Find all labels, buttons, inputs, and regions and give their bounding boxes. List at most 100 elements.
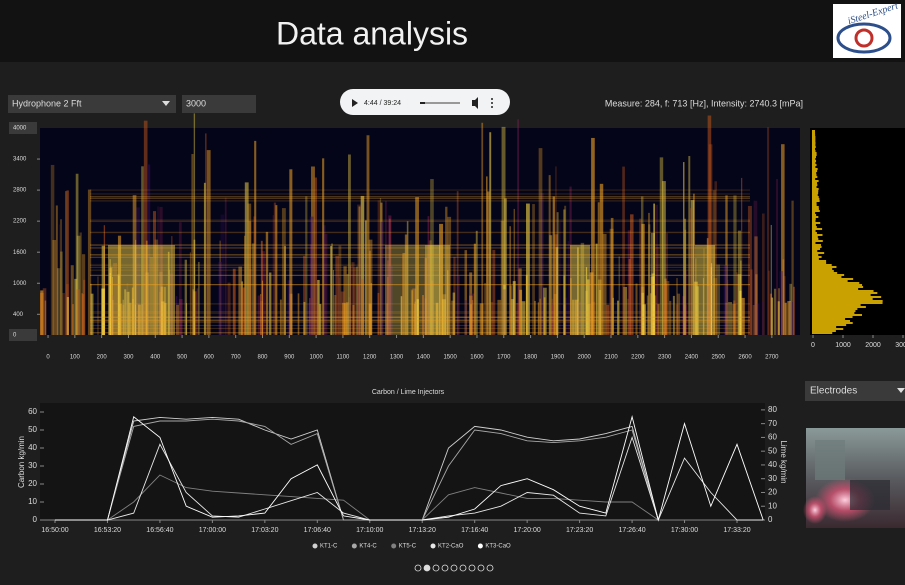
texture-stripe bbox=[673, 296, 675, 335]
texture-stripe bbox=[60, 219, 61, 335]
page: Data analysis iSteel-Expert Hydrophone 2… bbox=[0, 0, 905, 585]
texture-stripe bbox=[779, 271, 783, 335]
texture-stripe bbox=[191, 154, 193, 335]
legend-label[interactable]: KT2-CaO bbox=[438, 544, 464, 550]
texture-stripe bbox=[198, 262, 200, 335]
texture-bar bbox=[812, 258, 819, 260]
y2-axis-label: Lime kg/min bbox=[779, 440, 788, 483]
legend-marker[interactable] bbox=[352, 544, 357, 549]
texture-bar bbox=[812, 322, 853, 324]
texture-stripe bbox=[771, 225, 772, 335]
texture-bar bbox=[812, 268, 832, 270]
page-dot[interactable] bbox=[424, 565, 430, 571]
y2-tick-label: 10 bbox=[768, 501, 777, 510]
y-tick-label: 10 bbox=[28, 497, 37, 506]
texture-bar bbox=[812, 292, 877, 294]
y-axis-label: Carbon kg/min bbox=[17, 436, 26, 488]
texture-bar bbox=[812, 252, 824, 254]
x-tick-label: 17:06:40 bbox=[304, 527, 331, 534]
texture-stripe bbox=[228, 283, 231, 335]
y-tick-label: 2200 bbox=[13, 219, 27, 225]
x-tick-label: 2200 bbox=[631, 355, 645, 361]
texture-stripe bbox=[225, 198, 227, 335]
logo: iSteel-Expert bbox=[833, 0, 901, 58]
menu-dot[interactable] bbox=[491, 102, 493, 104]
texture-bar bbox=[812, 198, 819, 200]
texture-bar bbox=[812, 244, 821, 246]
x-tick-label: 1300 bbox=[390, 355, 404, 361]
texture-bar bbox=[812, 192, 818, 194]
texture-stripe bbox=[298, 293, 300, 335]
y-tick-label: 1600 bbox=[13, 250, 27, 256]
texture-stripe bbox=[262, 281, 263, 335]
legend-marker[interactable] bbox=[313, 544, 318, 549]
source-select-text: Hydrophone 2 Fft bbox=[12, 98, 82, 108]
texture-bar bbox=[812, 332, 832, 334]
texture-stripe bbox=[186, 303, 187, 335]
texture-line bbox=[90, 270, 750, 271]
x-tick-label: 16:50:00 bbox=[41, 527, 68, 534]
texture-line bbox=[90, 197, 750, 198]
texture-band bbox=[425, 245, 450, 335]
texture-line bbox=[90, 198, 750, 199]
x-tick-label: 1000 bbox=[309, 355, 323, 361]
texture-line bbox=[90, 311, 750, 312]
y-tick-label: 4000 bbox=[13, 126, 27, 132]
texture-bar bbox=[812, 266, 836, 268]
texture-bar bbox=[812, 134, 815, 136]
texture-line bbox=[90, 265, 750, 266]
texture-stripe bbox=[282, 208, 286, 335]
menu-dot[interactable] bbox=[491, 106, 493, 108]
texture-bar bbox=[812, 152, 817, 154]
x-tick-label: 17:26:40 bbox=[618, 527, 645, 534]
texture-bar bbox=[812, 284, 862, 286]
texture-stripe bbox=[59, 225, 60, 335]
menu-dot[interactable] bbox=[491, 98, 493, 100]
texture-stripe bbox=[359, 206, 361, 335]
texture-bar bbox=[812, 246, 822, 248]
legend-marker[interactable] bbox=[478, 544, 483, 549]
x-tick-label: 600 bbox=[204, 355, 215, 361]
texture-bar bbox=[812, 174, 816, 176]
texture-bar bbox=[812, 270, 834, 272]
texture-bar bbox=[812, 210, 820, 212]
texture-bar bbox=[812, 144, 815, 146]
texture-line bbox=[90, 221, 750, 222]
x-tick-label: 100 bbox=[70, 355, 81, 361]
texture-bar bbox=[812, 232, 817, 234]
texture-bar bbox=[812, 216, 818, 218]
texture-stripe bbox=[190, 252, 191, 335]
x-tick-label: 17:20:00 bbox=[514, 527, 541, 534]
texture-bar bbox=[812, 200, 820, 202]
texture-stripe bbox=[543, 288, 547, 335]
legend-marker[interactable] bbox=[431, 544, 436, 549]
texture-line bbox=[90, 220, 750, 221]
texture-stripe bbox=[207, 150, 211, 335]
texture-bar bbox=[812, 190, 818, 192]
audio-progress-track[interactable] bbox=[420, 102, 460, 104]
texture-bar bbox=[812, 316, 853, 318]
x-tick-label: 1800 bbox=[524, 355, 538, 361]
texture-stripe bbox=[732, 304, 734, 335]
x-tick-label: 1500 bbox=[443, 355, 457, 361]
legend-label[interactable]: KT4-C bbox=[359, 544, 377, 550]
x-tick-label: 300 bbox=[123, 355, 134, 361]
texture-bar bbox=[812, 156, 816, 158]
texture-bar bbox=[812, 186, 817, 188]
texture-line bbox=[90, 325, 750, 326]
texture-stripe bbox=[258, 296, 262, 335]
legend-label[interactable]: KT1-C bbox=[320, 544, 338, 550]
texture-stripe bbox=[67, 297, 69, 335]
legend-marker[interactable] bbox=[391, 544, 396, 549]
legend-label[interactable]: KT5-C bbox=[399, 544, 417, 550]
texture-bar bbox=[812, 194, 818, 196]
texture-stripe bbox=[335, 256, 338, 335]
texture-stripe bbox=[688, 156, 690, 335]
texture-bar bbox=[812, 304, 861, 306]
x-tick-label: 2500 bbox=[712, 355, 726, 361]
texture-stripe bbox=[690, 208, 692, 335]
texture-bar bbox=[812, 320, 850, 322]
texture-bar bbox=[812, 264, 832, 266]
y-tick-label: 40 bbox=[28, 443, 37, 452]
legend-label[interactable]: KT3-CaO bbox=[485, 544, 511, 550]
